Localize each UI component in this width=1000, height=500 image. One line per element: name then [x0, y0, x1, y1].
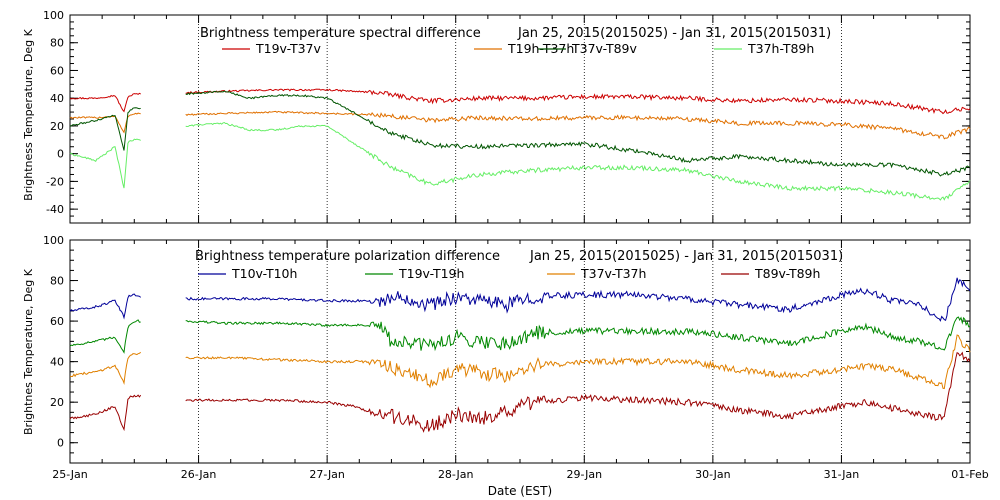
legend-label: T19v-T19h — [398, 266, 464, 281]
y-tick-label: 0 — [57, 437, 64, 450]
x-tick-label: 28-Jan — [438, 468, 474, 481]
y-axis-label: Brightness Temperature, Deg K — [22, 28, 35, 200]
y-tick-label: 20 — [50, 396, 64, 409]
y-tick-label: 60 — [50, 64, 64, 77]
x-axis-label: Date (EST) — [488, 484, 552, 498]
x-tick-label: 25-Jan — [52, 468, 88, 481]
x-tick-label: 31-Jan — [824, 468, 860, 481]
series-line-t89v-t89h — [69, 351, 971, 433]
legend-label: T19v-T37v — [255, 41, 322, 56]
legend-label: T37v-T37h — [580, 266, 646, 281]
y-tick-label: 0 — [57, 148, 64, 161]
y-tick-label: 80 — [50, 275, 64, 288]
panel-title: Brightness temperature spectral differen… — [200, 26, 481, 41]
x-tick-label: 01-Feb — [951, 468, 988, 481]
y-tick-label: 80 — [50, 37, 64, 50]
panel-polarization: Brightness temperature polarization diff… — [22, 234, 989, 498]
series-line-t37h-t89h — [69, 121, 971, 201]
legend-label: T10v-T10h — [231, 266, 297, 281]
series-line-t19v-t19h — [69, 316, 971, 354]
panel-date-range: Jan 25, 2015(2015025) - Jan 31, 2015(201… — [517, 26, 831, 41]
x-tick-label: 30-Jan — [695, 468, 731, 481]
panel-spectral: Brightness temperature spectral differen… — [22, 9, 971, 224]
y-tick-label: 20 — [50, 120, 64, 133]
x-tick-label: 29-Jan — [567, 468, 603, 481]
y-tick-label: 100 — [43, 9, 64, 22]
series-line-t37v-t89v — [69, 90, 971, 177]
series-line-t37v-t37h — [69, 334, 971, 390]
series-line-t19h-t37h — [69, 110, 971, 140]
legend-label: T89v-T89h — [754, 266, 820, 281]
x-tick-label: 27-Jan — [309, 468, 345, 481]
y-tick-label: 100 — [43, 234, 64, 247]
panel-date-range: Jan 25, 2015(2015025) - Jan 31, 2015(201… — [529, 249, 843, 264]
x-tick-label: 26-Jan — [181, 468, 217, 481]
y-tick-label: 40 — [50, 92, 64, 105]
y-tick-label: -40 — [46, 203, 64, 216]
legend-label: T37v-T89v — [571, 41, 638, 56]
y-axis-label: Brightnes Temperature, Deg K — [22, 268, 35, 435]
series-line-t10v-t10h — [69, 277, 971, 322]
y-tick-label: 60 — [50, 315, 64, 328]
y-tick-label: -20 — [46, 175, 64, 188]
series-line-t19v-t37v — [69, 88, 971, 115]
panel-title: Brightness temperature polarization diff… — [195, 249, 500, 264]
legend-label: T37h-T89h — [747, 41, 814, 56]
y-tick-label: 40 — [50, 356, 64, 369]
